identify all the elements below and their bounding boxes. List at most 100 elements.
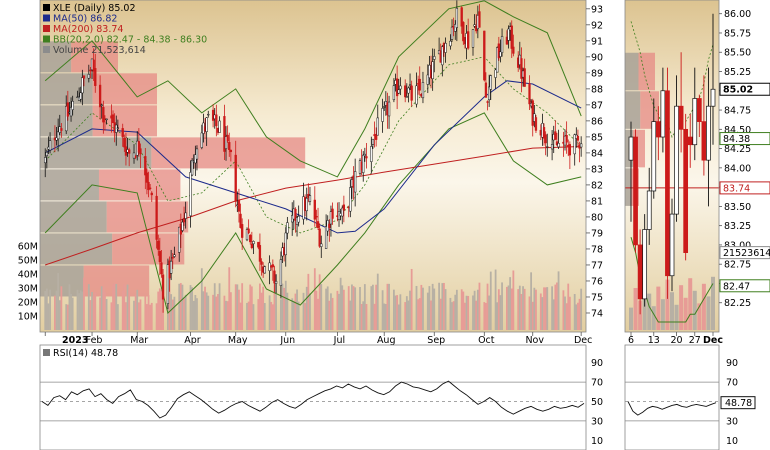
- square-icon: [43, 46, 50, 53]
- candle-body: [415, 85, 418, 105]
- volume-bar: [144, 296, 147, 330]
- volume-bar: [336, 290, 339, 330]
- zoom-panel-border: [624, 0, 720, 333]
- candle-body: [111, 114, 115, 124]
- square-icon: [43, 35, 50, 43]
- zoom-volume-bar: [665, 279, 670, 330]
- volume-bar: [49, 289, 51, 330]
- volume-bar: [294, 293, 297, 330]
- volume-bar: [105, 299, 108, 330]
- zoom-volume-bar: [647, 293, 652, 330]
- rsi-value-flag: 48.78: [720, 396, 756, 410]
- candle-body: [274, 280, 278, 284]
- volume-bar: [179, 283, 182, 330]
- volume-bar: [68, 284, 71, 330]
- volume-bar: [478, 282, 481, 330]
- candle-body: [166, 264, 170, 304]
- candle-body: [257, 241, 260, 248]
- candle-body: [116, 127, 120, 129]
- square-icon: [43, 14, 50, 22]
- candle-body: [250, 243, 254, 249]
- zoom-price-tick-label: 82.75: [724, 260, 751, 271]
- candle-body: [147, 181, 150, 190]
- volume-bar: [338, 293, 340, 330]
- candle-body: [182, 217, 186, 223]
- volume-bar: [200, 268, 203, 330]
- candle-body: [215, 114, 218, 127]
- rsi-label: RSI(14) 48.78: [53, 348, 118, 359]
- candle-body: [444, 43, 447, 53]
- volume-bar: [568, 296, 571, 330]
- zoom-date-tick-label: 27: [689, 335, 701, 346]
- vbp-up-bar: [40, 169, 99, 201]
- candle-body: [149, 187, 152, 189]
- volume-bar: [409, 290, 411, 330]
- volume-bar: [349, 300, 352, 330]
- candle-body: [544, 134, 547, 144]
- volume-bar: [257, 299, 260, 330]
- value-flag-label: 85.02: [723, 85, 753, 96]
- volume-bar: [55, 290, 58, 330]
- volume-bar: [302, 292, 305, 330]
- candle-body: [405, 96, 408, 98]
- zoom-volume-bar: [670, 292, 674, 330]
- candle-body: [320, 243, 323, 247]
- candle-body: [102, 107, 105, 123]
- volume-bar: [497, 289, 500, 330]
- price-tick-label: 80: [591, 212, 603, 223]
- volume-bar: [546, 287, 549, 330]
- volume-bar: [370, 286, 373, 330]
- candle-body: [252, 241, 255, 245]
- volume-bar: [512, 270, 515, 330]
- zoom-volume-bar: [701, 283, 706, 330]
- zoom-candle-body: [692, 98, 698, 146]
- candle-body: [318, 228, 321, 247]
- candle-body: [431, 61, 434, 79]
- volume-bar: [44, 290, 47, 330]
- value-flag-label: 84.38: [723, 134, 750, 145]
- candle-body: [565, 135, 568, 143]
- volume-bar: [397, 304, 400, 330]
- volume-bar: [522, 286, 524, 330]
- candle-body: [433, 56, 436, 60]
- volume-bar: [433, 288, 436, 330]
- zoom-candle-body: [637, 244, 643, 300]
- zoom-volume-bar: [697, 303, 702, 330]
- volume-bar: [125, 302, 127, 330]
- volume-bar: [520, 294, 523, 330]
- volume-bar: [217, 294, 219, 330]
- volume-bar: [383, 303, 386, 330]
- volume-bar: [577, 302, 579, 330]
- candle-body: [455, 7, 459, 28]
- candle-body: [528, 83, 531, 105]
- candle-body: [354, 171, 357, 193]
- volume-bar: [384, 304, 387, 330]
- candle-body: [494, 69, 497, 78]
- volume-bar: [431, 283, 434, 330]
- candle-body: [487, 86, 491, 101]
- volume-bar: [184, 294, 187, 330]
- candle-body: [92, 59, 95, 72]
- volume-bar: [486, 283, 489, 330]
- value-flag-box: [719, 132, 770, 146]
- volume-bar: [535, 289, 537, 330]
- candle-body: [554, 131, 557, 140]
- candle-body: [158, 251, 161, 263]
- price-tick-label: 84: [591, 148, 603, 159]
- volume-bar: [473, 290, 476, 330]
- volume-bar: [215, 296, 218, 330]
- candle-body: [387, 101, 391, 117]
- candle-body: [79, 92, 82, 100]
- candle-body: [161, 274, 165, 300]
- zoom-candle-body: [665, 90, 670, 277]
- zoom-candle-body: [669, 213, 675, 277]
- volume-bar: [464, 302, 466, 330]
- volume-bar: [225, 300, 227, 330]
- candle-body: [181, 221, 184, 231]
- candle-body: [478, 11, 481, 28]
- candle-body: [362, 154, 365, 173]
- volume-bar: [158, 288, 161, 330]
- volume-tick-label: 10M: [18, 312, 38, 323]
- volume-tick-label: 60M: [18, 242, 38, 253]
- volume-bar: [47, 303, 50, 330]
